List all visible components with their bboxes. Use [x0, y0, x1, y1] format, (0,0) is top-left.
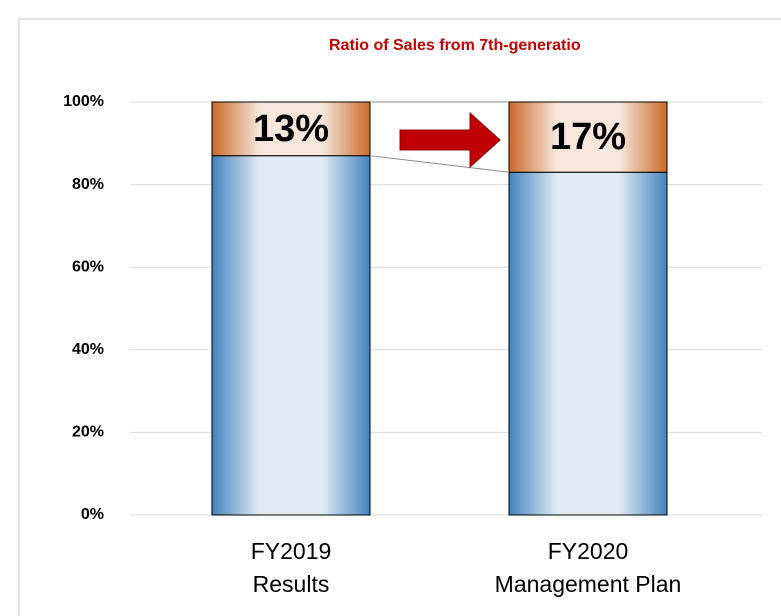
y-tick-label: 80%	[72, 176, 104, 193]
x-tick-label: FY2020	[548, 538, 629, 564]
y-tick-label: 20%	[72, 424, 104, 441]
x-tick-label: FY2019	[251, 538, 332, 564]
marks: 13% FY2019 Results 17% FY2020 Management Plan	[211, 101, 682, 597]
bar-segment	[211, 101, 371, 157]
bar-segment	[211, 155, 371, 516]
bar-segment	[508, 101, 668, 173]
arrow	[399, 111, 501, 169]
series-connector	[369, 155, 510, 173]
y-tick-label: 0%	[81, 506, 104, 523]
x-tick-label: Management Plan	[495, 571, 682, 597]
chart-title: Ratio of Sales from 7th-generatio	[329, 37, 581, 54]
y-tick-label: 60%	[72, 258, 104, 275]
x-tick-label: Results	[253, 571, 330, 597]
bar-segment	[508, 171, 668, 516]
y-tick-label: 100%	[63, 93, 104, 110]
y-tick-label: 40%	[72, 341, 104, 358]
value-label: 17%	[550, 116, 626, 158]
value-label: 13%	[253, 108, 329, 150]
